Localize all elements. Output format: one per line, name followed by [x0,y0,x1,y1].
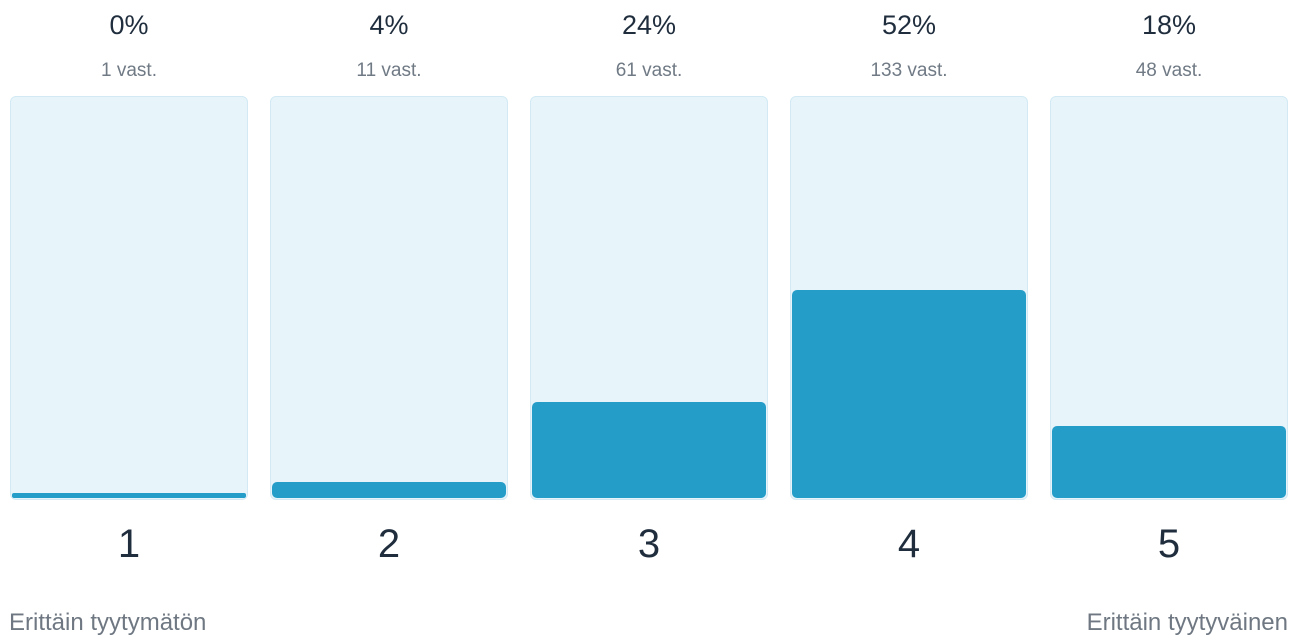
bar-fill [12,493,246,498]
percentage-label: 52% [881,10,937,40]
rating-value-label: 1 [117,522,141,566]
scale-high-label: Erittäin tyytyväinen [1086,609,1288,636]
bar-track [530,96,768,500]
percentage-label: 4% [369,10,409,40]
bar-fill [792,290,1026,498]
bar-fill [272,482,506,498]
bar-track [10,96,248,500]
rating-value-label: 3 [637,522,661,566]
rating-value-label: 5 [1157,522,1181,566]
bar-track [270,96,508,500]
percentage-label: 24% [621,10,677,40]
rating-value-label: 4 [897,522,921,566]
bar-track [790,96,1028,500]
percentage-label: 0% [109,10,149,40]
response-count-label: 133 vast. [870,60,948,81]
percentage-label: 18% [1141,10,1197,40]
bar-fill [1052,426,1286,498]
bar-fill [532,402,766,498]
bar-track [1050,96,1288,500]
response-count-label: 11 vast. [356,60,422,81]
rating-value-label: 2 [377,522,401,566]
scale-low-label: Erittäin tyytymätön [9,609,207,636]
response-count-label: 61 vast. [615,60,683,81]
response-count-label: 48 vast. [1135,60,1203,81]
response-count-label: 1 vast. [101,60,157,81]
